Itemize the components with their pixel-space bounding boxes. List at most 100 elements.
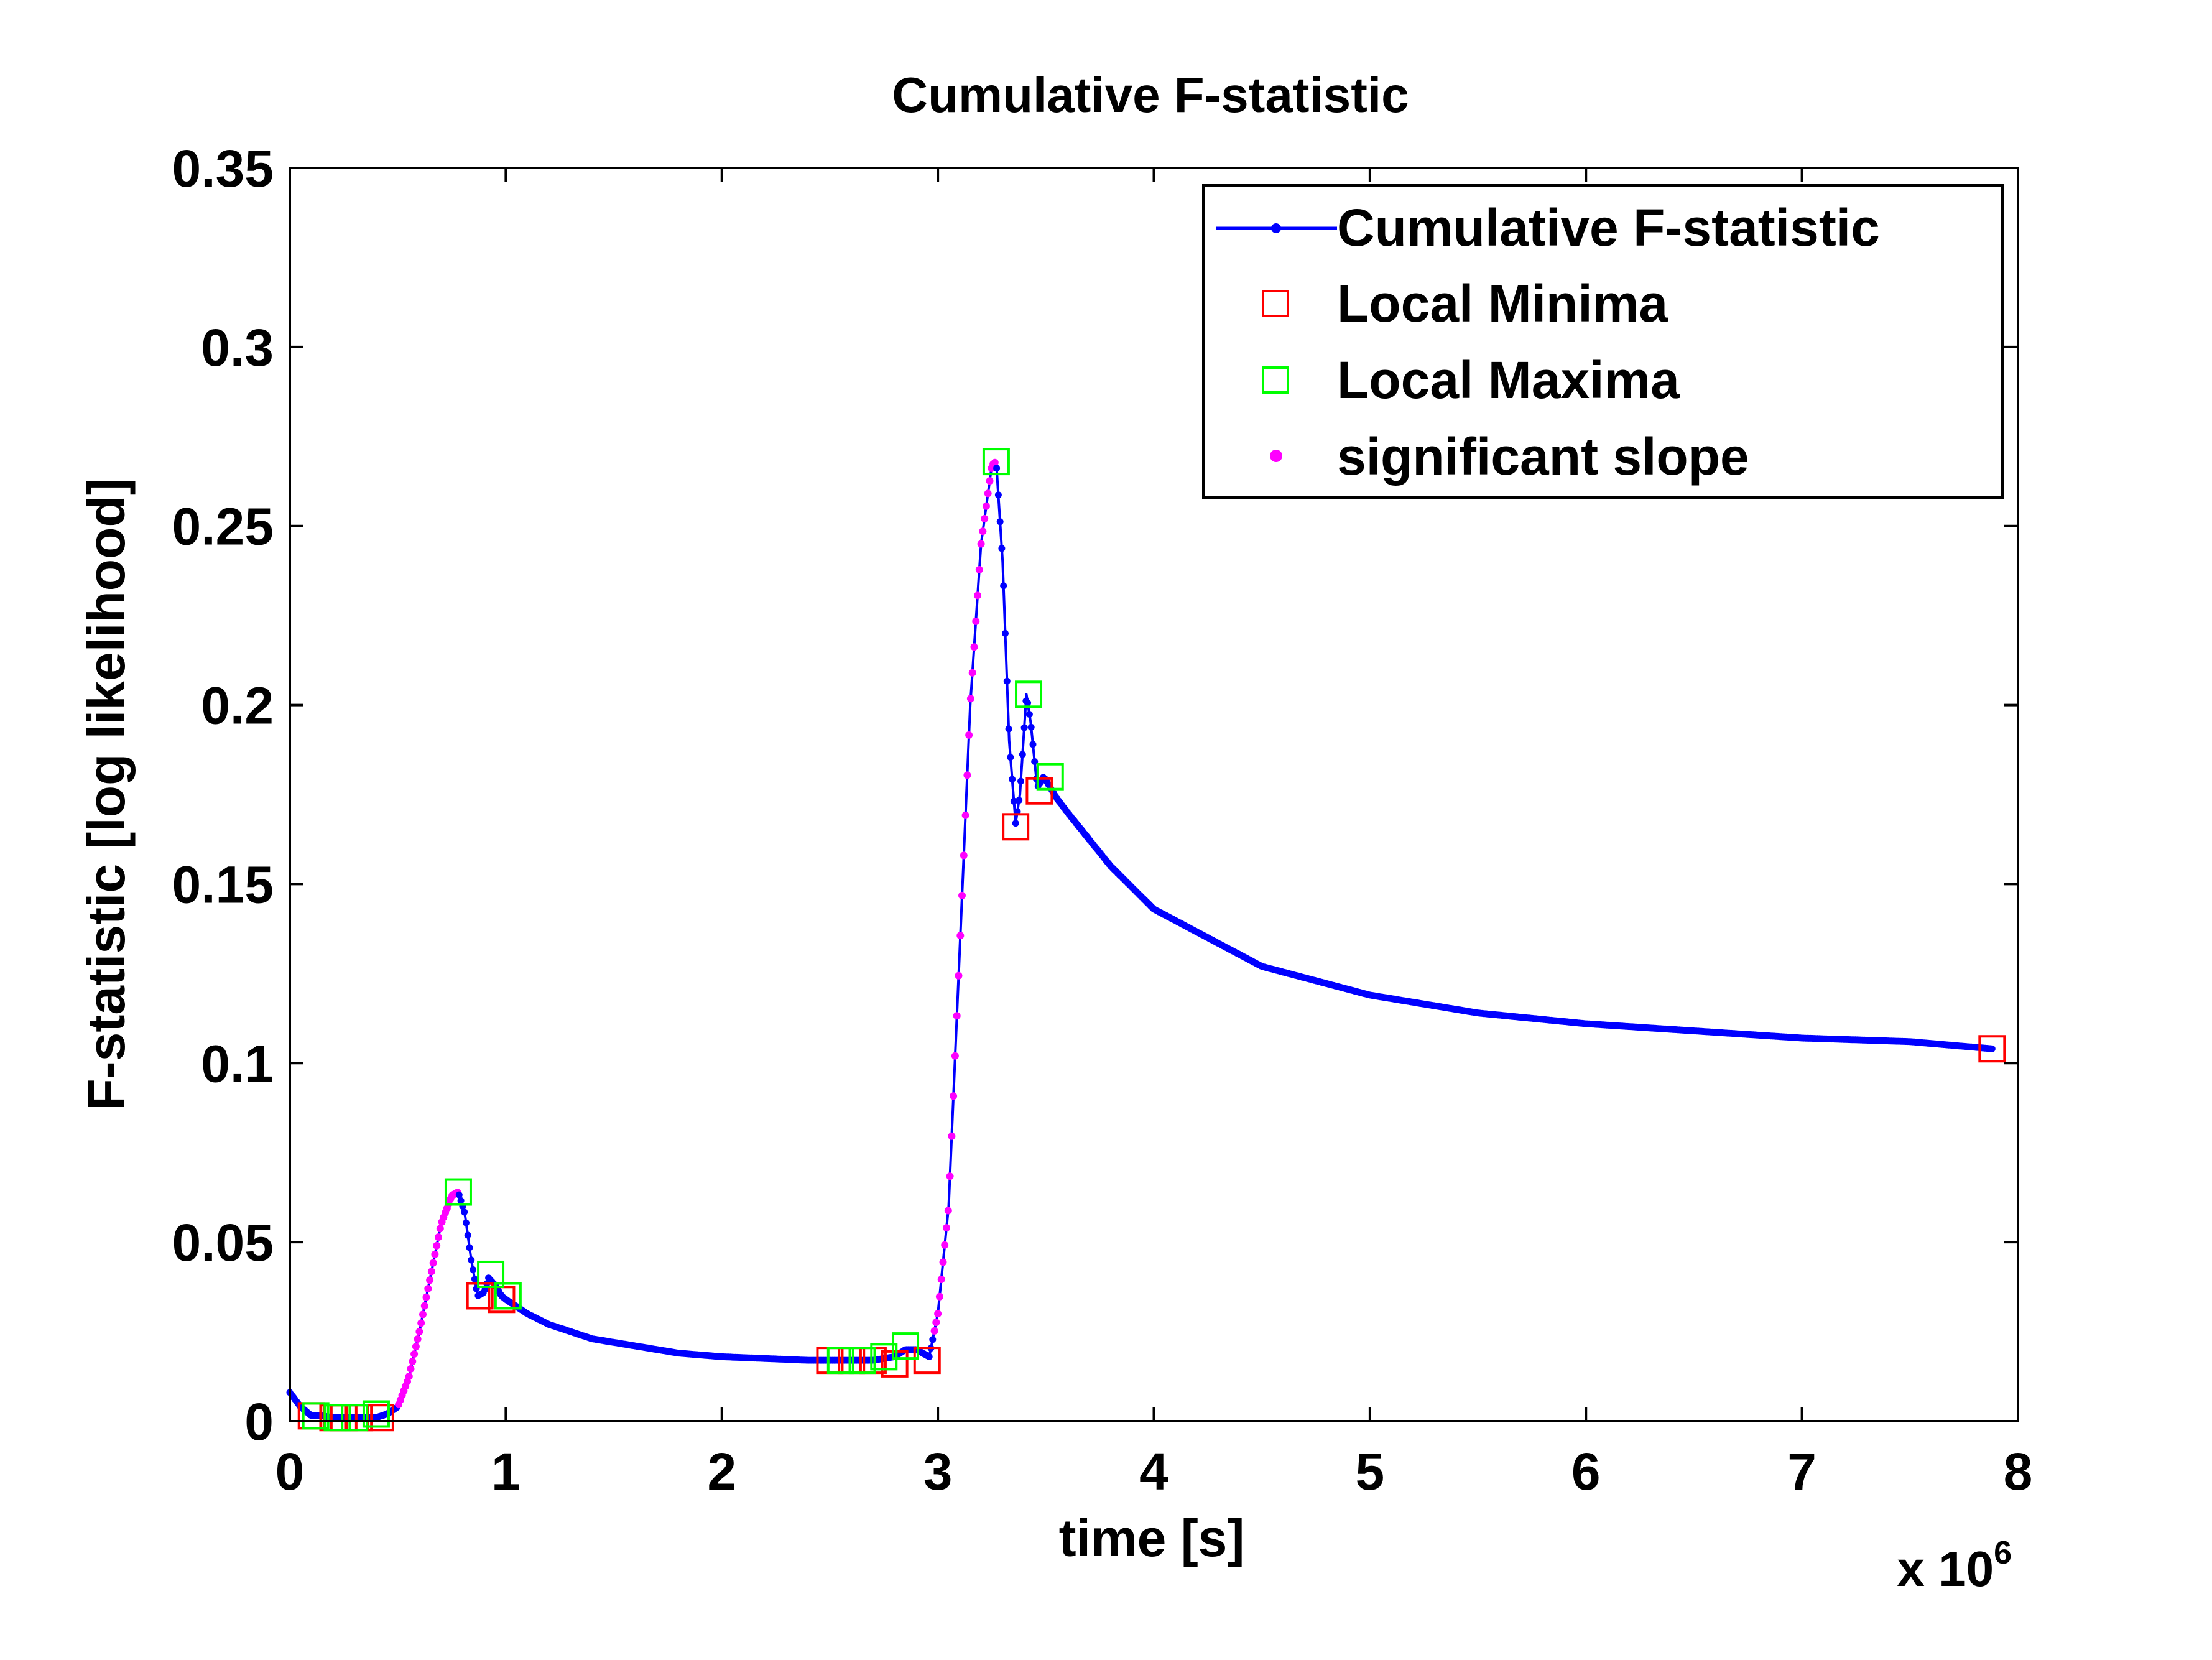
x-axis-multiplier-exponent: 6 [1994,1535,2012,1571]
significant-slope-point [981,515,989,522]
local-maximum-marker [362,1400,390,1428]
series-point [1002,629,1009,637]
legend: Cumulative F-statistic Local Minima Loca… [1202,184,2004,499]
significant-slope-point [966,695,974,703]
series-point [463,1219,470,1226]
series-point [1005,725,1012,733]
significant-slope-point [943,1224,950,1232]
significant-slope-point [960,851,968,860]
significant-slope-point [972,617,980,625]
local-minimum-marker [1002,813,1030,841]
local-minimum-marker [881,1350,909,1378]
local-maximum-marker [1015,680,1043,708]
local-maximum-marker [892,1332,920,1360]
significant-slope-point [427,1268,435,1276]
significant-slope-point [435,1233,442,1241]
significant-slope-point [965,731,973,739]
significant-slope-point [970,643,978,651]
local-maximum-marker [477,1260,505,1288]
significant-slope-point [436,1225,444,1233]
significant-slope-point [955,971,963,980]
significant-slope-point [410,1350,419,1358]
legend-entry-slope: significant slope [1270,427,1749,486]
significant-slope-point [937,1276,945,1283]
significant-slope-point [951,1052,959,1060]
significant-slope-point [415,1328,423,1336]
significant-slope-point [417,1319,425,1327]
series-point [925,1353,933,1360]
series-point [1988,1045,1996,1052]
significant-slope-point [930,1327,938,1335]
x-axis-multiplier-base: x 10 [1897,1541,1994,1597]
legend-label-series: Cumulative F-statistic [1337,198,1880,257]
significant-slope-point [991,458,999,466]
legend-square-icon-green [1262,366,1289,394]
significant-slope-point [941,1241,949,1249]
local-maximum-marker [826,1347,854,1375]
series-point [1019,751,1026,758]
legend-label-minima: Local Minima [1337,274,1668,333]
series-point [1003,677,1011,685]
significant-slope-point [433,1241,441,1250]
significant-slope-point [934,1310,942,1318]
significant-slope-point [431,1250,439,1258]
x-axis-multiplier: x 106 [1897,1535,2012,1597]
significant-slope-point [939,1258,947,1266]
x-axis: 0 1 2 3 4 5 6 7 8 [275,168,2033,1501]
y-tick-label: 0 [244,1393,274,1451]
series-point [1010,797,1017,805]
significant-slope-point [412,1343,420,1350]
significant-slope-point [950,1092,958,1100]
y-tick-label: 0.1 [201,1034,274,1093]
local-maximum-marker [870,1343,898,1371]
local-maximum-marker [494,1282,522,1310]
y-tick-label: 0.2 [201,677,274,735]
series-point [929,1336,937,1343]
x-tick-label: 7 [1787,1442,1816,1501]
significant-slope-point [419,1310,427,1319]
series-point [1016,797,1023,804]
x-tick-label: 6 [1571,1442,1601,1501]
x-tick-label: 3 [923,1442,953,1501]
series-point [994,491,1002,499]
significant-slope-point [982,502,990,510]
series-point [1029,741,1037,748]
local-maximum-marker [302,1402,330,1430]
y-tick-label: 0.25 [172,498,274,556]
local-minimum-marker [913,1347,941,1375]
legend-label-slope: significant slope [1337,427,1749,486]
significant-slope-point [944,1207,952,1215]
significant-slope-point [429,1259,437,1267]
significant-slope-point [409,1358,417,1365]
series-point [1020,724,1028,731]
series-point [1031,758,1039,765]
y-tick-label: 0.35 [172,139,274,198]
legend-label-maxima: Local Maxima [1337,351,1680,409]
y-tick-label: 0.05 [172,1213,274,1272]
significant-slope-point [420,1302,428,1310]
x-tick-label: 8 [2004,1442,2033,1501]
significant-slope-point [961,811,969,819]
series-point [461,1208,468,1216]
local-maximum-marker [444,1178,472,1206]
series-point [1012,820,1019,827]
significant-slope-point [932,1319,940,1327]
legend-entry-maxima: Local Maxima [1262,351,1680,409]
significant-slope-point [956,932,965,940]
local-maximum-marker [341,1404,369,1432]
series-point [466,1244,473,1251]
significant-slope-point [426,1276,434,1284]
series-point [1009,776,1016,783]
legend-dot-icon-magenta [1270,450,1282,462]
local-minimum-marker [1025,777,1053,805]
series-point [1000,582,1007,590]
legend-box [1202,184,2004,499]
series-point [471,1276,478,1283]
series-point [1025,711,1033,718]
significant-slope-point [958,891,966,899]
significant-slope-point [974,591,981,600]
significant-slope-point [984,489,992,498]
series-point [468,1256,475,1264]
significant-slope-point [948,1132,956,1140]
